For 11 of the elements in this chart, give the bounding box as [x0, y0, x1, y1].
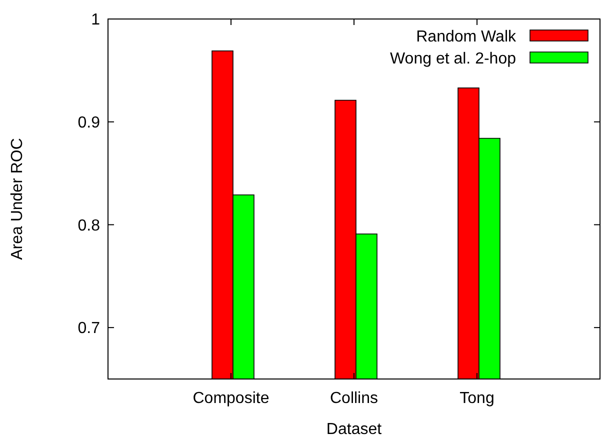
legend-label: Wong et al. 2-hop — [390, 50, 516, 68]
y-tick-label: 0.7 — [78, 320, 100, 338]
x-tick-label: Tong — [460, 390, 494, 407]
x-axis-title: Dataset — [326, 421, 382, 438]
y-axis-title: Area Under ROC — [9, 138, 26, 260]
y-tick-label: 0.9 — [78, 114, 100, 132]
x-tick-label: Collins — [330, 390, 378, 407]
y-tick-label: 1 — [91, 12, 100, 29]
x-tick-label: Composite — [192, 390, 270, 407]
legend-label: Random Walk — [416, 28, 517, 46]
y-tick-label: 0.8 — [78, 217, 100, 234]
